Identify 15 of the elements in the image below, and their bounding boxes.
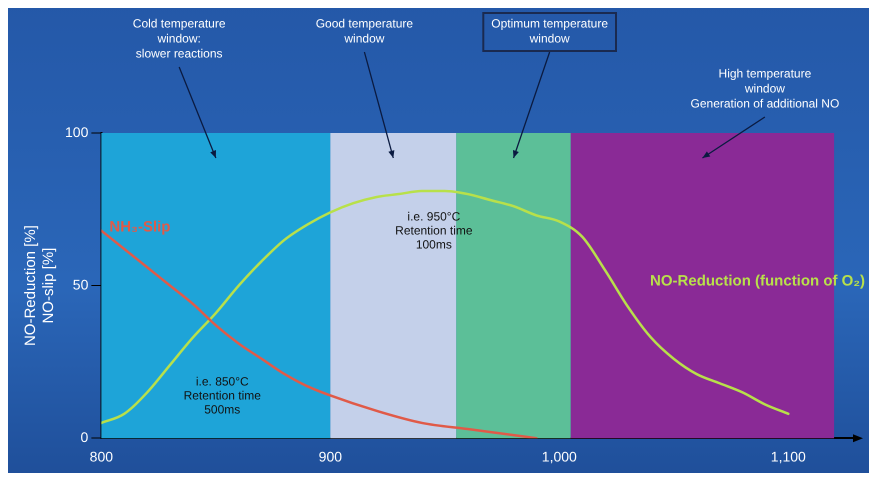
y-tick-label: 50 [72,276,89,292]
series-label: NO-Reduction (function of O₂) [650,272,866,290]
x-tick-label: 1,000 [542,448,578,464]
series-label: NH₃-Slip [109,218,170,236]
band-label: Good temperature window [316,16,414,46]
x-tick-label: 800 [90,448,114,464]
y-axis-title: NO-Reduction [%] NO-slip [%] [22,225,58,346]
x-tick-label: 1,100 [770,448,806,464]
band-label: High temperature window Generation of additional NO [690,66,840,110]
band-label: Optimum temperature window [491,16,608,46]
y-tick-label: 100 [65,124,89,140]
x-tick-label: 900 [318,448,342,464]
band-label: Cold temperature window: slower reactions [132,16,226,60]
annotation: i.e. 850°C Retention time 500ms [184,374,262,417]
y-tick-label: 0 [80,429,89,446]
